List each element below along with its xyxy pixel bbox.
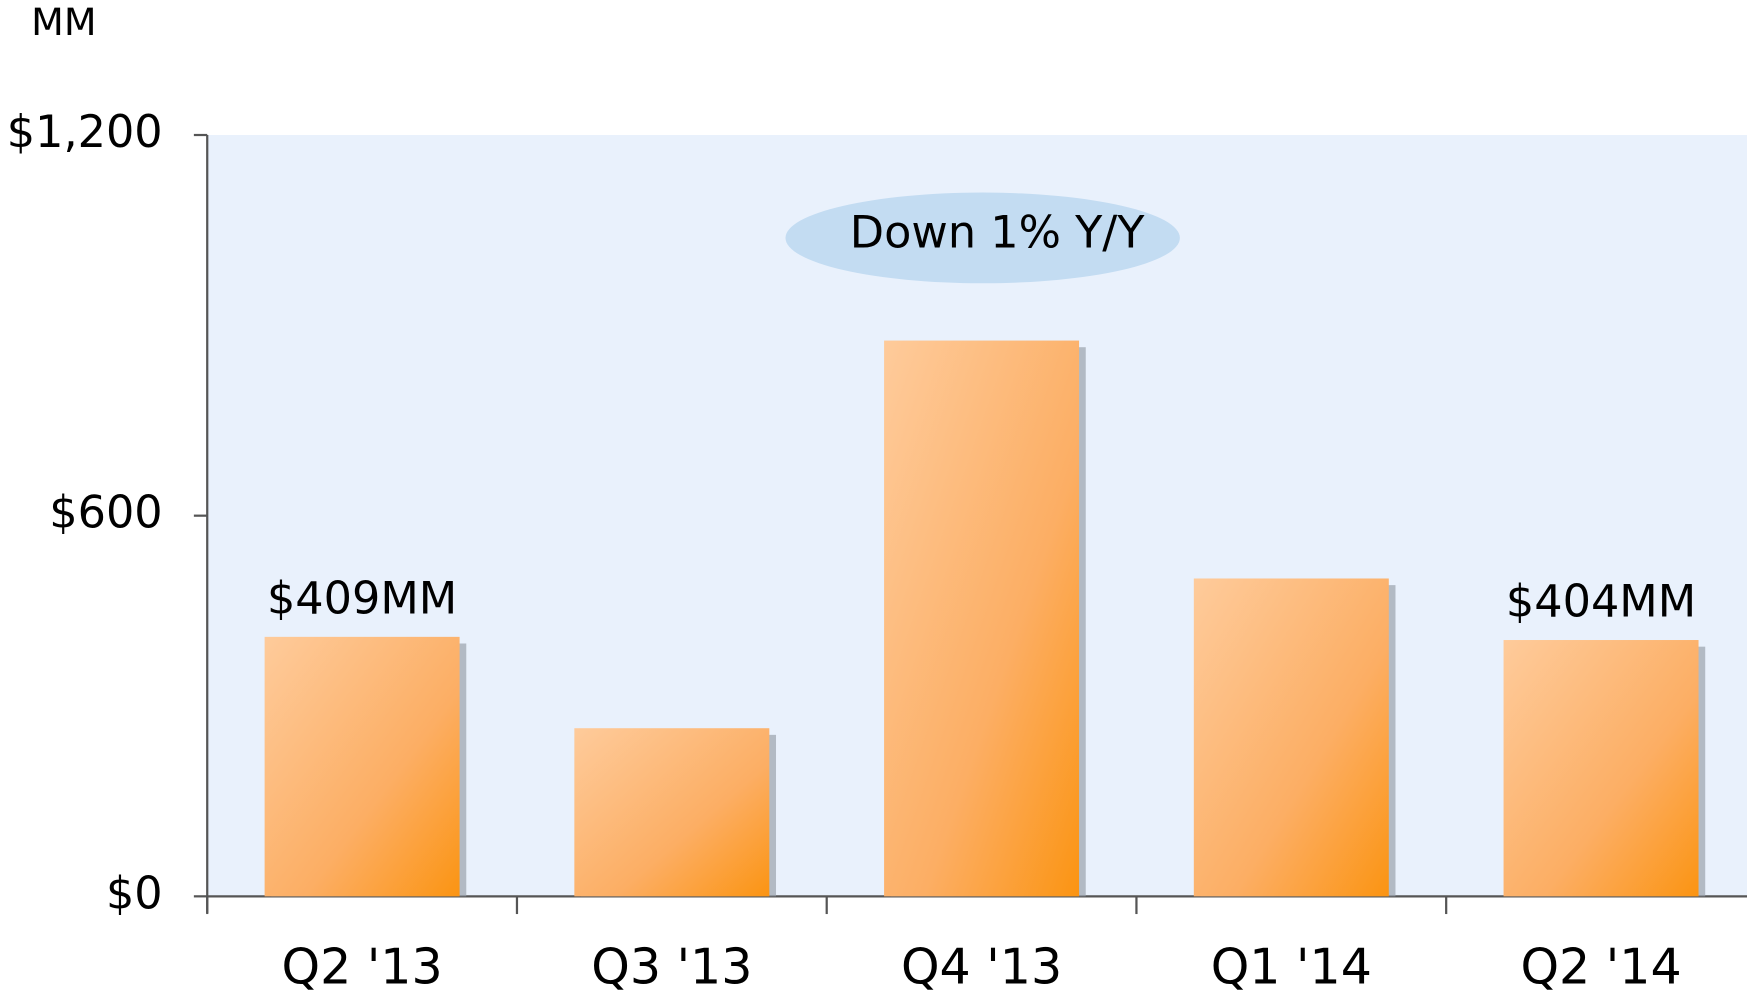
y-tick-label: $0 bbox=[106, 868, 163, 919]
bar bbox=[574, 728, 770, 897]
unit-label: MM bbox=[31, 0, 96, 44]
x-tick-label: Q2 '13 bbox=[282, 939, 443, 996]
bar bbox=[1503, 640, 1699, 897]
bar bbox=[264, 636, 460, 897]
y-tick-label: $1,200 bbox=[7, 107, 163, 158]
y-tick-label: $600 bbox=[49, 488, 162, 539]
annotation-bubble bbox=[785, 192, 1180, 284]
value-label: $404MM bbox=[1506, 577, 1696, 628]
bar bbox=[884, 340, 1080, 897]
value-label: $409MM bbox=[267, 574, 457, 625]
x-tick-label: Q4 '13 bbox=[901, 939, 1062, 996]
annotation: Down 1% Y/Y bbox=[850, 208, 1146, 259]
x-tick-label: Q3 '13 bbox=[591, 939, 752, 996]
x-tick-label: Q2 '14 bbox=[1520, 939, 1681, 996]
x-tick-label: Q1 '14 bbox=[1211, 939, 1372, 996]
bar bbox=[1193, 578, 1389, 897]
